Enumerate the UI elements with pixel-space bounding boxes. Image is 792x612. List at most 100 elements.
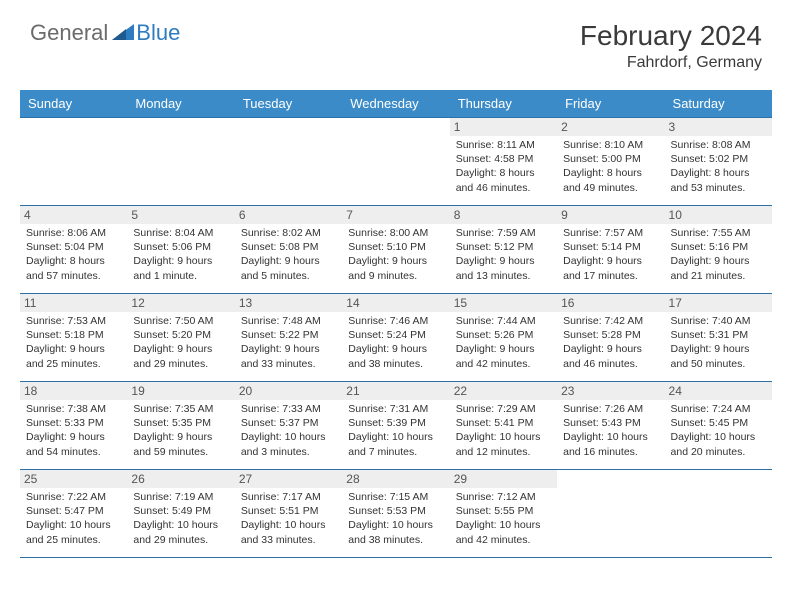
daylight-text: Daylight: 9 hours and 42 minutes. — [456, 342, 551, 370]
day-number: 20 — [235, 382, 342, 400]
day-cell: 3Sunrise: 8:08 AMSunset: 5:02 PMDaylight… — [665, 118, 772, 206]
week-row: 1Sunrise: 8:11 AMSunset: 4:58 PMDaylight… — [20, 118, 772, 206]
day-text: Sunrise: 8:06 AMSunset: 5:04 PMDaylight:… — [26, 226, 121, 283]
daylight-text: Daylight: 9 hours and 46 minutes. — [563, 342, 658, 370]
week-row: 4 Sunrise: 8:06 AMSunset: 5:04 PMDaylight… — [20, 206, 772, 294]
sunrise-text: Sunrise: 8:00 AM — [348, 226, 443, 240]
day-number: 26 — [127, 470, 234, 488]
sunset-text: Sunset: 5:00 PM — [563, 152, 658, 166]
logo-text-general: General — [30, 20, 108, 46]
daylight-text: Daylight: 10 hours and 20 minutes. — [671, 430, 766, 458]
sunset-text: Sunset: 5:45 PM — [671, 416, 766, 430]
daylight-text: Daylight: 9 hours and 29 minutes. — [133, 342, 228, 370]
sunset-text: Sunset: 5:18 PM — [26, 328, 121, 342]
daylight-text: Daylight: 10 hours and 42 minutes. — [456, 518, 551, 546]
day-header-row: SundayMondayTuesdayWednesdayThursdayFrid… — [20, 90, 772, 118]
day-number: 28 — [342, 470, 449, 488]
day-text: Sunrise: 7:48 AMSunset: 5:22 PMDaylight:… — [241, 314, 336, 371]
sunrise-text: Sunrise: 7:19 AM — [133, 490, 228, 504]
sunset-text: Sunset: 5:51 PM — [241, 504, 336, 518]
day-text: Sunrise: 7:55 AMSunset: 5:16 PMDaylight:… — [671, 226, 766, 283]
sunset-text: Sunset: 5:26 PM — [456, 328, 551, 342]
sunset-text: Sunset: 5:37 PM — [241, 416, 336, 430]
day-text: Sunrise: 7:46 AMSunset: 5:24 PMDaylight:… — [348, 314, 443, 371]
day-header: Wednesday — [342, 90, 449, 118]
daylight-text: Daylight: 9 hours and 5 minutes. — [241, 254, 336, 282]
day-text: Sunrise: 7:26 AMSunset: 5:43 PMDaylight:… — [563, 402, 658, 459]
sunrise-text: Sunrise: 7:46 AM — [348, 314, 443, 328]
day-text: Sunrise: 7:12 AMSunset: 5:55 PMDaylight:… — [456, 490, 551, 547]
daylight-text: Daylight: 10 hours and 12 minutes. — [456, 430, 551, 458]
daylight-text: Daylight: 9 hours and 17 minutes. — [563, 254, 658, 282]
day-cell: 16Sunrise: 7:42 AMSunset: 5:28 PMDayligh… — [557, 294, 664, 382]
sunrise-text: Sunrise: 7:44 AM — [456, 314, 551, 328]
sunrise-text: Sunrise: 7:26 AM — [563, 402, 658, 416]
sunrise-text: Sunrise: 7:42 AM — [563, 314, 658, 328]
sunset-text: Sunset: 5:10 PM — [348, 240, 443, 254]
sunrise-text: Sunrise: 7:59 AM — [456, 226, 551, 240]
day-cell: 26Sunrise: 7:19 AMSunset: 5:49 PMDayligh… — [127, 470, 234, 558]
sunset-text: Sunset: 5:16 PM — [671, 240, 766, 254]
day-number: 23 — [557, 382, 664, 400]
day-text: Sunrise: 8:00 AMSunset: 5:10 PMDaylight:… — [348, 226, 443, 283]
day-text: Sunrise: 7:50 AMSunset: 5:20 PMDaylight:… — [133, 314, 228, 371]
week-row: 11Sunrise: 7:53 AMSunset: 5:18 PMDayligh… — [20, 294, 772, 382]
sunset-text: Sunset: 5:41 PM — [456, 416, 551, 430]
sunset-text: Sunset: 5:24 PM — [348, 328, 443, 342]
day-number: 4 — [20, 206, 127, 224]
sunset-text: Sunset: 5:33 PM — [26, 416, 121, 430]
day-cell: 11Sunrise: 7:53 AMSunset: 5:18 PMDayligh… — [20, 294, 127, 382]
day-number: 12 — [127, 294, 234, 312]
calendar-table: SundayMondayTuesdayWednesdayThursdayFrid… — [20, 90, 772, 558]
day-header: Saturday — [665, 90, 772, 118]
sunset-text: Sunset: 5:43 PM — [563, 416, 658, 430]
sunrise-text: Sunrise: 8:04 AM — [133, 226, 228, 240]
day-number: 27 — [235, 470, 342, 488]
day-number: 11 — [20, 294, 127, 312]
day-cell: 28Sunrise: 7:15 AMSunset: 5:53 PMDayligh… — [342, 470, 449, 558]
day-cell — [342, 118, 449, 206]
day-text: Sunrise: 7:57 AMSunset: 5:14 PMDaylight:… — [563, 226, 658, 283]
day-cell: 13Sunrise: 7:48 AMSunset: 5:22 PMDayligh… — [235, 294, 342, 382]
sunrise-text: Sunrise: 7:29 AM — [456, 402, 551, 416]
day-text: Sunrise: 8:04 AMSunset: 5:06 PMDaylight:… — [133, 226, 228, 283]
title-block: February 2024 Fahrdorf, Germany — [580, 20, 762, 72]
day-cell: 23 Sunrise: 7:26 AMSunset: 5:43 PMDayligh… — [557, 382, 664, 470]
daylight-text: Daylight: 9 hours and 50 minutes. — [671, 342, 766, 370]
day-number: 15 — [450, 294, 557, 312]
day-cell: 2Sunrise: 8:10 AMSunset: 5:00 PMDaylight… — [557, 118, 664, 206]
day-number: 17 — [665, 294, 772, 312]
day-text: Sunrise: 8:11 AMSunset: 4:58 PMDaylight:… — [456, 138, 551, 195]
week-row: 18Sunrise: 7:38 AMSunset: 5:33 PMDayligh… — [20, 382, 772, 470]
day-number: 24 — [665, 382, 772, 400]
daylight-text: Daylight: 10 hours and 3 minutes. — [241, 430, 336, 458]
daylight-text: Daylight: 10 hours and 33 minutes. — [241, 518, 336, 546]
sunrise-text: Sunrise: 7:57 AM — [563, 226, 658, 240]
day-text: Sunrise: 7:38 AMSunset: 5:33 PMDaylight:… — [26, 402, 121, 459]
sunrise-text: Sunrise: 8:08 AM — [671, 138, 766, 152]
daylight-text: Daylight: 9 hours and 54 minutes. — [26, 430, 121, 458]
day-cell: 6Sunrise: 8:02 AMSunset: 5:08 PMDaylight… — [235, 206, 342, 294]
day-cell: 19Sunrise: 7:35 AMSunset: 5:35 PMDayligh… — [127, 382, 234, 470]
sunset-text: Sunset: 4:58 PM — [456, 152, 551, 166]
sunset-text: Sunset: 5:49 PM — [133, 504, 228, 518]
day-text: Sunrise: 7:22 AMSunset: 5:47 PMDaylight:… — [26, 490, 121, 547]
daylight-text: Daylight: 9 hours and 33 minutes. — [241, 342, 336, 370]
sunrise-text: Sunrise: 8:11 AM — [456, 138, 551, 152]
day-header: Friday — [557, 90, 664, 118]
sunrise-text: Sunrise: 7:38 AM — [26, 402, 121, 416]
daylight-text: Daylight: 8 hours and 46 minutes. — [456, 166, 551, 194]
day-cell: 20 Sunrise: 7:33 AMSunset: 5:37 PMDayligh… — [235, 382, 342, 470]
sunrise-text: Sunrise: 8:06 AM — [26, 226, 121, 240]
day-number: 14 — [342, 294, 449, 312]
sunset-text: Sunset: 5:55 PM — [456, 504, 551, 518]
day-cell: 25Sunrise: 7:22 AMSunset: 5:47 PMDayligh… — [20, 470, 127, 558]
day-number: 9 — [557, 206, 664, 224]
day-number: 18 — [20, 382, 127, 400]
day-text: Sunrise: 7:33 AMSunset: 5:37 PMDaylight:… — [241, 402, 336, 459]
day-number: 5 — [127, 206, 234, 224]
sunset-text: Sunset: 5:53 PM — [348, 504, 443, 518]
sunset-text: Sunset: 5:08 PM — [241, 240, 336, 254]
header: General Blue February 2024 Fahrdorf, Ger… — [0, 0, 792, 82]
daylight-text: Daylight: 10 hours and 38 minutes. — [348, 518, 443, 546]
